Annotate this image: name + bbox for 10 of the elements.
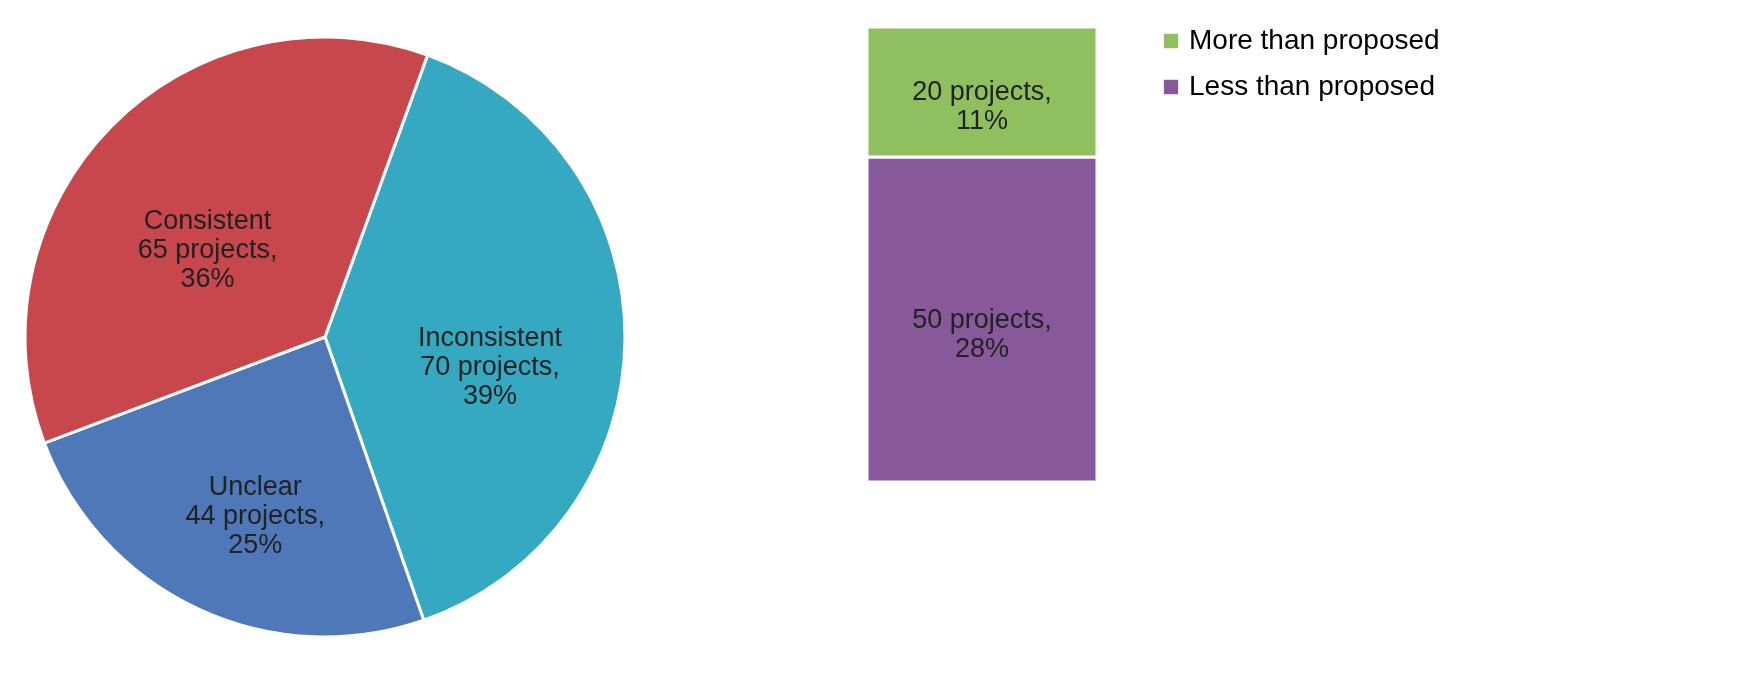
data-label: 50 projects, 28% xyxy=(912,303,1052,363)
data-label: 44 projects, 25% xyxy=(185,499,325,559)
legend-label: More than proposed xyxy=(1189,24,1440,55)
slice-label: Inconsistent xyxy=(417,322,563,353)
legend-label: Less than proposed xyxy=(1189,70,1435,101)
slice-label: Unclear xyxy=(208,470,302,501)
data-label: 70 projects, 39% xyxy=(420,351,560,411)
data-label: 65 projects, 36% xyxy=(137,234,278,294)
slice-label: Consistent xyxy=(143,205,272,236)
data-label: 20 projects, 11% xyxy=(912,76,1052,135)
